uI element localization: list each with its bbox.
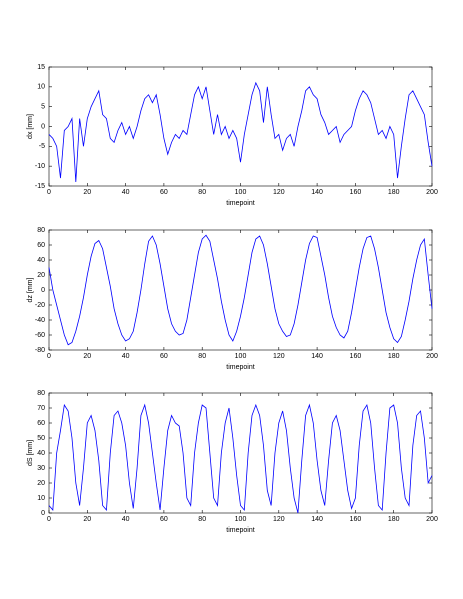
x-tick-label: 60 xyxy=(160,189,168,196)
subplot: 0 20 40 60 80 100 120 140 160 180 200 0 10 20 30 40 50 60… xyxy=(27,390,438,534)
x-tick-label: 180 xyxy=(388,516,400,523)
x-tick-label: 0 xyxy=(47,516,51,523)
x-axis-label: timepoint xyxy=(226,364,254,371)
data-line xyxy=(48,403,433,514)
x-tick-label: 40 xyxy=(122,516,130,523)
x-tick-label: 120 xyxy=(273,353,285,360)
y-tick-label: 5 xyxy=(41,104,45,111)
y-tick-label: 70 xyxy=(37,405,45,412)
y-tick-label: -5 xyxy=(39,143,45,150)
x-tick-label: 100 xyxy=(235,353,247,360)
y-tick-label: 80 xyxy=(37,227,45,234)
subplot: 0 20 40 60 80 100 120 140 160 180 200 -80 -60 -40 -20 0… xyxy=(27,227,438,371)
x-tick-label: 0 xyxy=(47,353,51,360)
axes-box xyxy=(48,229,433,351)
x-axis-label: timepoint xyxy=(226,200,254,207)
axes-box xyxy=(48,392,433,514)
x-tick-label: 160 xyxy=(350,353,362,360)
y-tick-label: -20 xyxy=(35,302,45,309)
x-tick-label: 140 xyxy=(311,516,323,523)
y-tick-label: 20 xyxy=(37,480,45,487)
x-tick-label: 200 xyxy=(426,516,438,523)
y-tick-label: 15 xyxy=(37,64,45,71)
y-tick-label: 0 xyxy=(41,123,45,130)
y-tick-label: 40 xyxy=(37,450,45,457)
y-tick-label: 50 xyxy=(37,435,45,442)
x-tick-label: 20 xyxy=(83,516,91,523)
x-tick-label: 80 xyxy=(198,353,206,360)
y-tick-label: 60 xyxy=(37,242,45,249)
data-line xyxy=(48,81,433,183)
x-tick-label: 200 xyxy=(426,189,438,196)
x-tick-label: 20 xyxy=(83,353,91,360)
y-tick-label: 0 xyxy=(41,287,45,294)
y-axis-label: dS [mm] xyxy=(27,440,34,466)
y-tick-label: 0 xyxy=(41,510,45,517)
x-tick-label: 40 xyxy=(122,353,130,360)
x-tick-label: 20 xyxy=(83,189,91,196)
y-axis-label: dz [mm] xyxy=(27,278,34,303)
y-tick-label: 30 xyxy=(37,465,45,472)
x-tick-label: 160 xyxy=(350,516,362,523)
x-tick-label: 200 xyxy=(426,353,438,360)
y-tick-label: 60 xyxy=(37,420,45,427)
y-tick-label: -80 xyxy=(35,347,45,354)
x-tick-label: 60 xyxy=(160,516,168,523)
data-line xyxy=(48,234,433,346)
x-tick-label: 180 xyxy=(388,189,400,196)
y-tick-label: -15 xyxy=(35,183,45,190)
axes-box xyxy=(48,66,433,187)
x-tick-label: 120 xyxy=(273,516,285,523)
y-tick-label: -40 xyxy=(35,317,45,324)
y-tick-label: -60 xyxy=(35,332,45,339)
x-tick-label: 100 xyxy=(235,516,247,523)
x-tick-label: 120 xyxy=(273,189,285,196)
x-tick-label: 60 xyxy=(160,353,168,360)
x-axis-label: timepoint xyxy=(226,527,254,534)
y-tick-label: 40 xyxy=(37,257,45,264)
x-tick-label: 140 xyxy=(311,353,323,360)
y-tick-label: 10 xyxy=(37,84,45,91)
y-tick-label: -10 xyxy=(35,163,45,170)
y-tick-label: 20 xyxy=(37,272,45,279)
x-tick-label: 160 xyxy=(350,189,362,196)
x-tick-label: 180 xyxy=(388,353,400,360)
y-axis-label: dx [mm] xyxy=(27,114,34,139)
y-tick-label: 80 xyxy=(37,390,45,397)
x-tick-label: 80 xyxy=(198,516,206,523)
x-tick-label: 40 xyxy=(122,189,130,196)
x-tick-label: 80 xyxy=(198,189,206,196)
x-tick-label: 100 xyxy=(235,189,247,196)
x-tick-label: 140 xyxy=(311,189,323,196)
x-tick-label: 0 xyxy=(47,189,51,196)
subplot: 0 20 40 60 80 100 120 140 160 180 200 -15 -10 -5 0 5 10 1… xyxy=(27,64,438,207)
y-tick-label: 10 xyxy=(37,495,45,502)
